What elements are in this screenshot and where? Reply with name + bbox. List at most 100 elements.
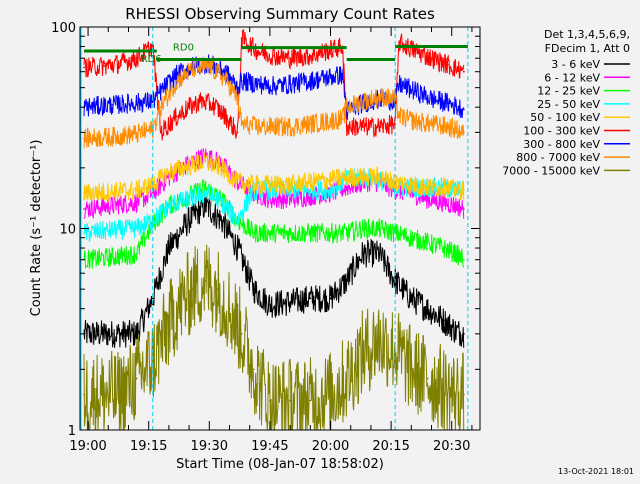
legend: Det 1,3,4,5,6,9,FDecim 1, Att 0 3 - 6 keV… <box>502 28 630 177</box>
series-point <box>426 198 429 200</box>
series-point <box>200 99 203 102</box>
series-point <box>442 186 445 189</box>
series-point <box>135 227 138 230</box>
series-point <box>135 201 138 204</box>
series-point <box>361 176 364 178</box>
series-point <box>410 297 413 300</box>
series-point <box>289 301 292 304</box>
series-point <box>240 80 243 82</box>
series-point <box>204 186 207 189</box>
y-tick-label: 100 <box>51 21 76 36</box>
series-point <box>329 189 332 192</box>
series-point <box>240 332 243 335</box>
series-point <box>224 115 227 118</box>
series-line <box>83 56 465 149</box>
series-point <box>135 102 138 104</box>
x-axis: 19:00 19:15 19:30 19:45 20:00 20:15 20:30 <box>69 27 473 454</box>
series-point <box>442 319 445 322</box>
series-point <box>83 66 85 69</box>
series-point <box>256 50 259 52</box>
series-point <box>273 54 275 57</box>
series-point <box>309 80 312 82</box>
legend-label: 100 - 300 keV <box>523 125 600 138</box>
legend-label: 25 - 50 keV <box>537 98 600 111</box>
series-point <box>426 307 429 310</box>
series-point <box>378 252 380 255</box>
series-point <box>414 120 417 123</box>
series-point <box>188 195 190 197</box>
series-point <box>119 62 122 65</box>
series-point <box>220 219 223 222</box>
series-point <box>378 227 380 230</box>
series-point <box>309 123 312 125</box>
series-point <box>111 204 114 207</box>
legend-label: 300 - 800 keV <box>523 138 600 151</box>
series-point <box>289 183 292 186</box>
series-point <box>111 332 114 335</box>
series-point <box>208 65 211 67</box>
series-point <box>446 102 449 104</box>
series-point <box>345 125 348 128</box>
y-axis: 1 10 100 <box>51 21 480 439</box>
series-point <box>273 85 275 87</box>
series-point <box>268 232 271 234</box>
series-point <box>236 97 239 100</box>
series-point <box>462 332 465 335</box>
series-point <box>163 332 166 335</box>
y-tick-label: 1 <box>68 424 76 439</box>
series-point <box>151 297 154 300</box>
x-tick-label: 19:45 <box>251 439 288 454</box>
series-point <box>111 229 114 232</box>
series-point <box>167 171 170 174</box>
series-point <box>325 120 328 123</box>
x-tick-label: 19:00 <box>69 439 106 454</box>
footer-date: 13-Oct-2021 18:01 <box>558 467 634 476</box>
series-point <box>370 97 372 100</box>
series-point <box>410 183 413 186</box>
series-point <box>309 189 312 192</box>
series-point <box>289 57 292 60</box>
series-point <box>240 123 243 125</box>
x-tick-label: 20:15 <box>372 439 409 454</box>
x-axis-label: Start Time (08-Jan-07 18:58:02) <box>176 457 384 472</box>
series-point <box>309 181 312 183</box>
series-point <box>103 65 106 67</box>
series-point <box>361 252 364 255</box>
legend-label: 800 - 7000 keV <box>516 151 600 164</box>
annotation-label: RD6 <box>141 54 162 65</box>
series-point <box>462 393 465 396</box>
series-point <box>345 279 348 282</box>
series-7 <box>83 56 465 149</box>
series-point <box>151 360 154 362</box>
series-point <box>289 83 292 86</box>
series-point <box>430 97 433 100</box>
series-point <box>309 232 312 234</box>
series-point <box>151 45 154 48</box>
series-point <box>159 131 162 134</box>
series-point <box>442 201 445 204</box>
series-point <box>224 78 227 81</box>
series-point <box>220 166 223 169</box>
series-point <box>273 125 275 128</box>
series-point <box>135 189 138 192</box>
series-point <box>192 288 195 291</box>
series-point <box>204 192 207 194</box>
series-point <box>382 95 384 98</box>
series-point <box>345 232 348 234</box>
series-point <box>426 377 429 380</box>
legend-label: 50 - 100 keV <box>530 111 600 124</box>
series-5 <box>83 29 465 141</box>
series-point <box>176 307 178 310</box>
series-point <box>398 41 401 44</box>
series-point <box>398 83 401 86</box>
series-point <box>159 106 162 109</box>
legend-header: Det 1,3,4,5,6,9, <box>544 28 630 41</box>
series-point <box>289 232 292 234</box>
series-point <box>83 208 85 210</box>
series-point <box>167 204 170 207</box>
series-point <box>252 288 255 291</box>
series-point <box>442 387 445 390</box>
series-point <box>135 57 138 60</box>
